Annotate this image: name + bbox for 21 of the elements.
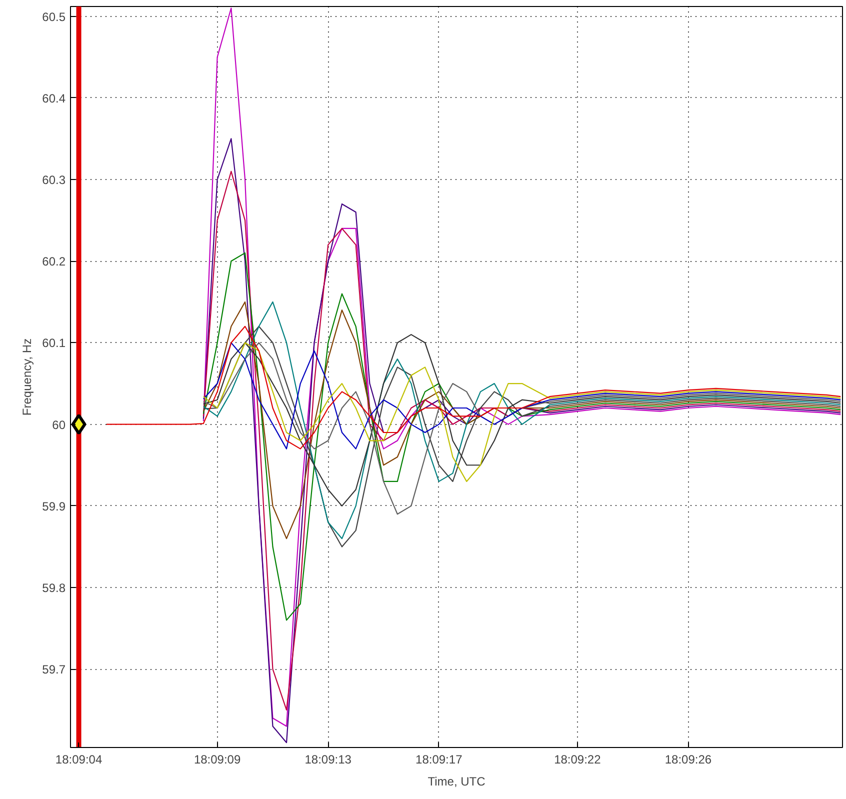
- line-series: [202, 342, 842, 450]
- y-tick-label: 59.8: [42, 581, 66, 596]
- y-tick-label: 60.2: [42, 254, 66, 269]
- y-tick-label: 59.9: [42, 499, 66, 514]
- y-tick-label: 60.4: [42, 91, 66, 106]
- x-tick-label: 18:09:09: [194, 752, 241, 766]
- y-axis-title: Frequency, Hz: [20, 338, 34, 416]
- x-tick-label: 18:09:04: [55, 752, 102, 766]
- line-series: [106, 326, 842, 450]
- x-tick-label: 18:09:26: [664, 752, 712, 766]
- line-series: [202, 342, 842, 482]
- x-tick-label: 18:09:22: [554, 752, 602, 766]
- y-tick-label: 60.3: [42, 173, 66, 188]
- x-tick-label: 18:09:13: [304, 752, 352, 766]
- line-series: [202, 252, 842, 621]
- y-tick-label: 60.5: [42, 10, 66, 24]
- y-tick-label: 59.7: [42, 662, 66, 677]
- y-tick-label: 60: [52, 418, 66, 432]
- x-tick-label: 18:09:17: [416, 752, 463, 766]
- y-tick-label: 60.1: [42, 336, 66, 350]
- x-axis-title: Time, UTC: [428, 774, 486, 788]
